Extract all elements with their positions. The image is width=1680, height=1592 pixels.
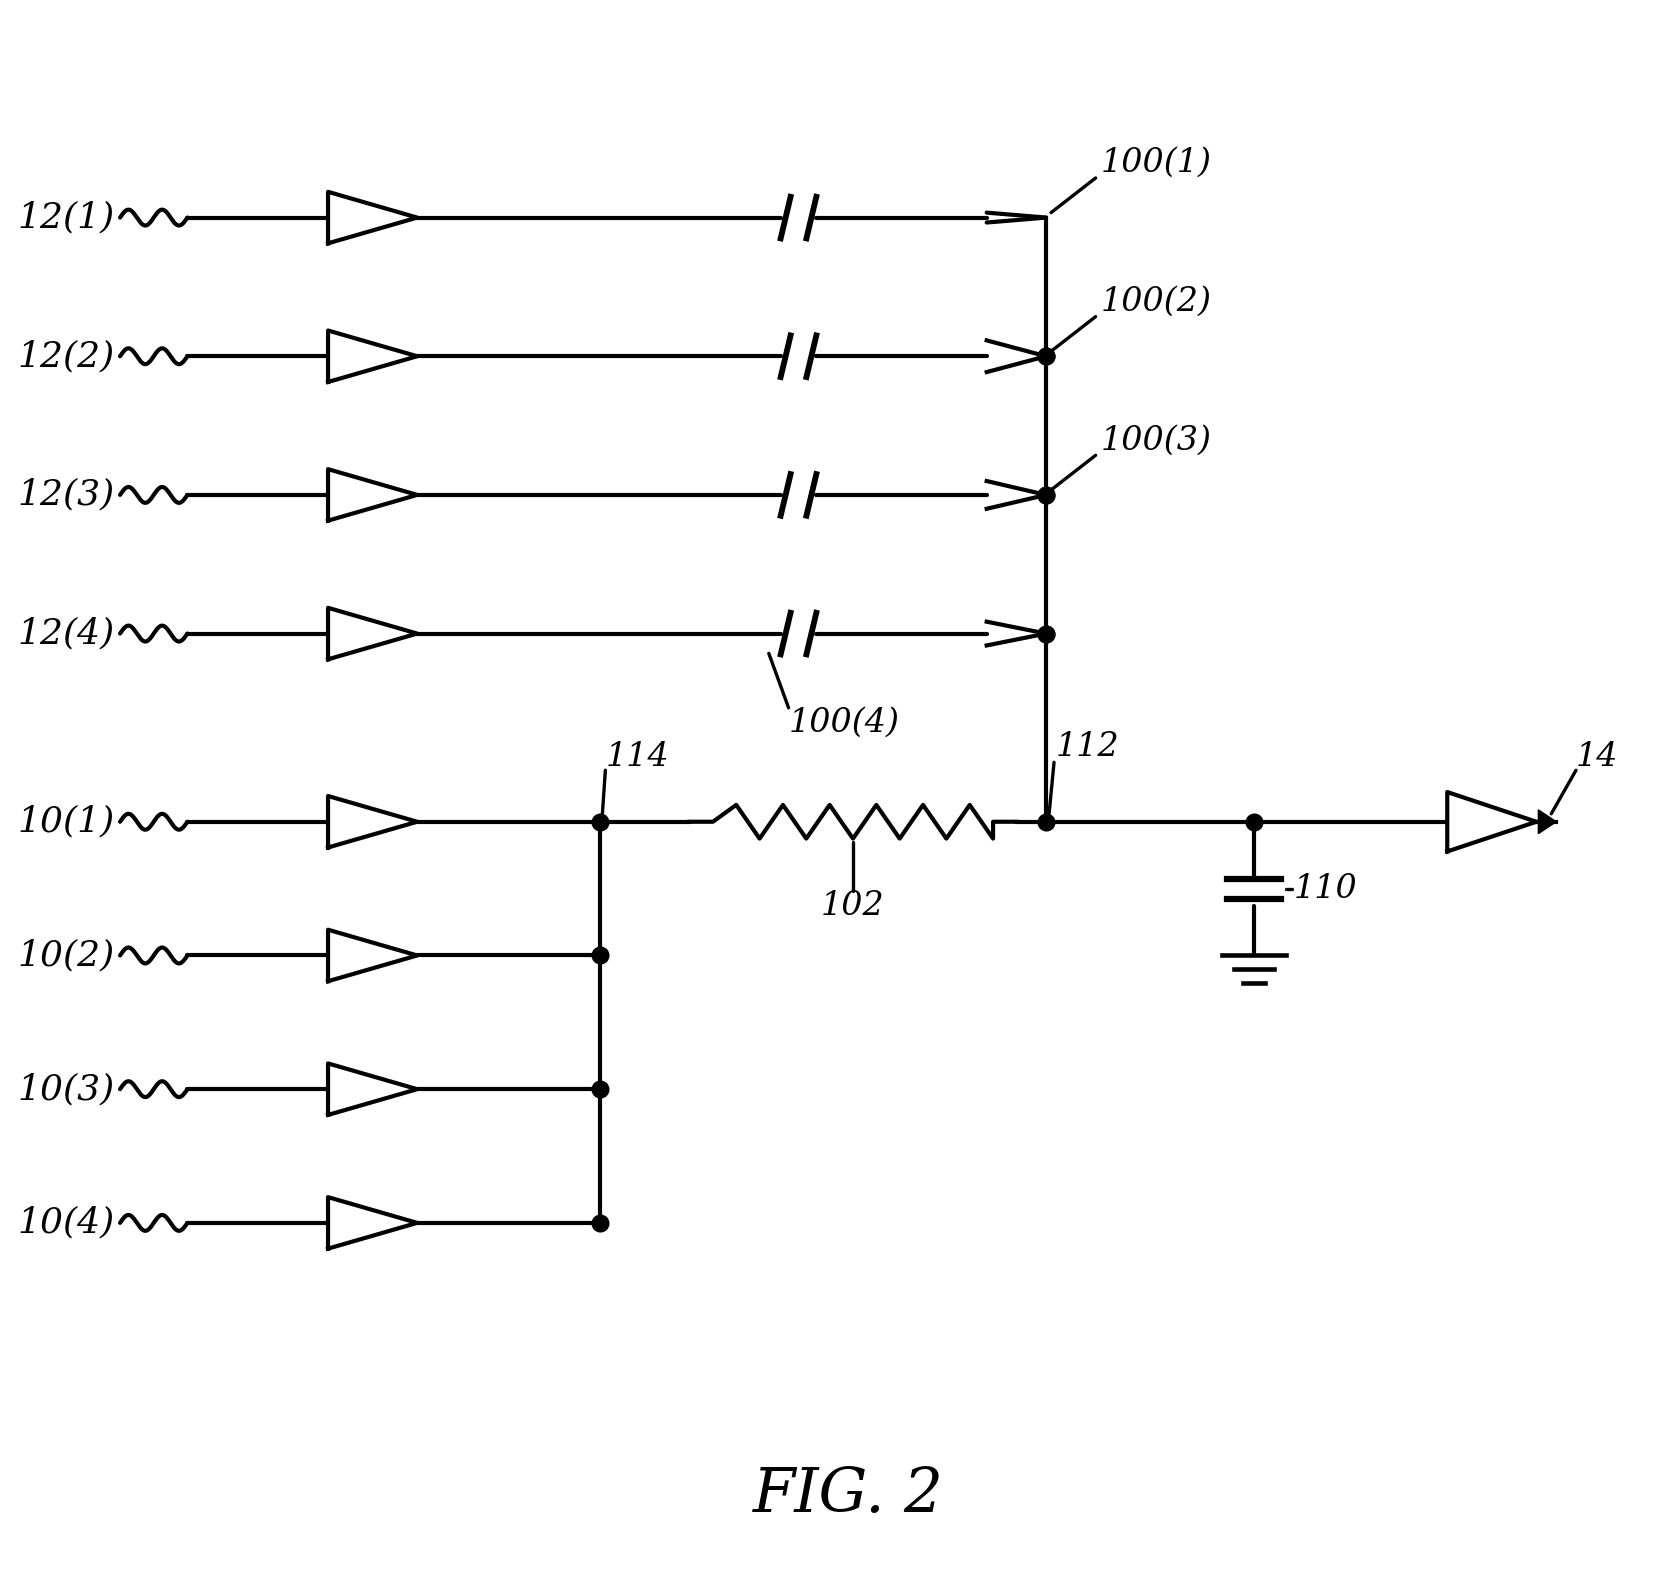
Polygon shape (328, 930, 417, 981)
Text: 114: 114 (605, 742, 669, 774)
Polygon shape (1539, 810, 1556, 834)
Polygon shape (328, 1197, 417, 1248)
Polygon shape (328, 331, 417, 382)
Text: 10(1): 10(1) (18, 804, 116, 839)
Polygon shape (328, 191, 417, 244)
Polygon shape (328, 470, 417, 521)
Text: 102: 102 (822, 890, 885, 922)
Text: 100(3): 100(3) (1100, 425, 1211, 457)
Text: 10(3): 10(3) (18, 1071, 116, 1106)
Text: 100(1): 100(1) (1100, 146, 1211, 180)
Polygon shape (1446, 793, 1537, 852)
Polygon shape (328, 1063, 417, 1114)
Text: 14: 14 (1576, 742, 1618, 774)
Polygon shape (328, 608, 417, 659)
Text: 100(2): 100(2) (1100, 287, 1211, 318)
Text: 110: 110 (1294, 872, 1357, 906)
Text: 10(4): 10(4) (18, 1205, 116, 1240)
Text: 12(3): 12(3) (18, 478, 116, 513)
Text: 12(1): 12(1) (18, 201, 116, 234)
Text: 112: 112 (1057, 731, 1121, 764)
Text: 10(2): 10(2) (18, 938, 116, 973)
Polygon shape (328, 796, 417, 847)
Text: 12(2): 12(2) (18, 339, 116, 373)
Text: 12(4): 12(4) (18, 616, 116, 651)
Text: 100(4): 100(4) (788, 707, 899, 739)
Text: FIG. 2: FIG. 2 (753, 1465, 944, 1525)
